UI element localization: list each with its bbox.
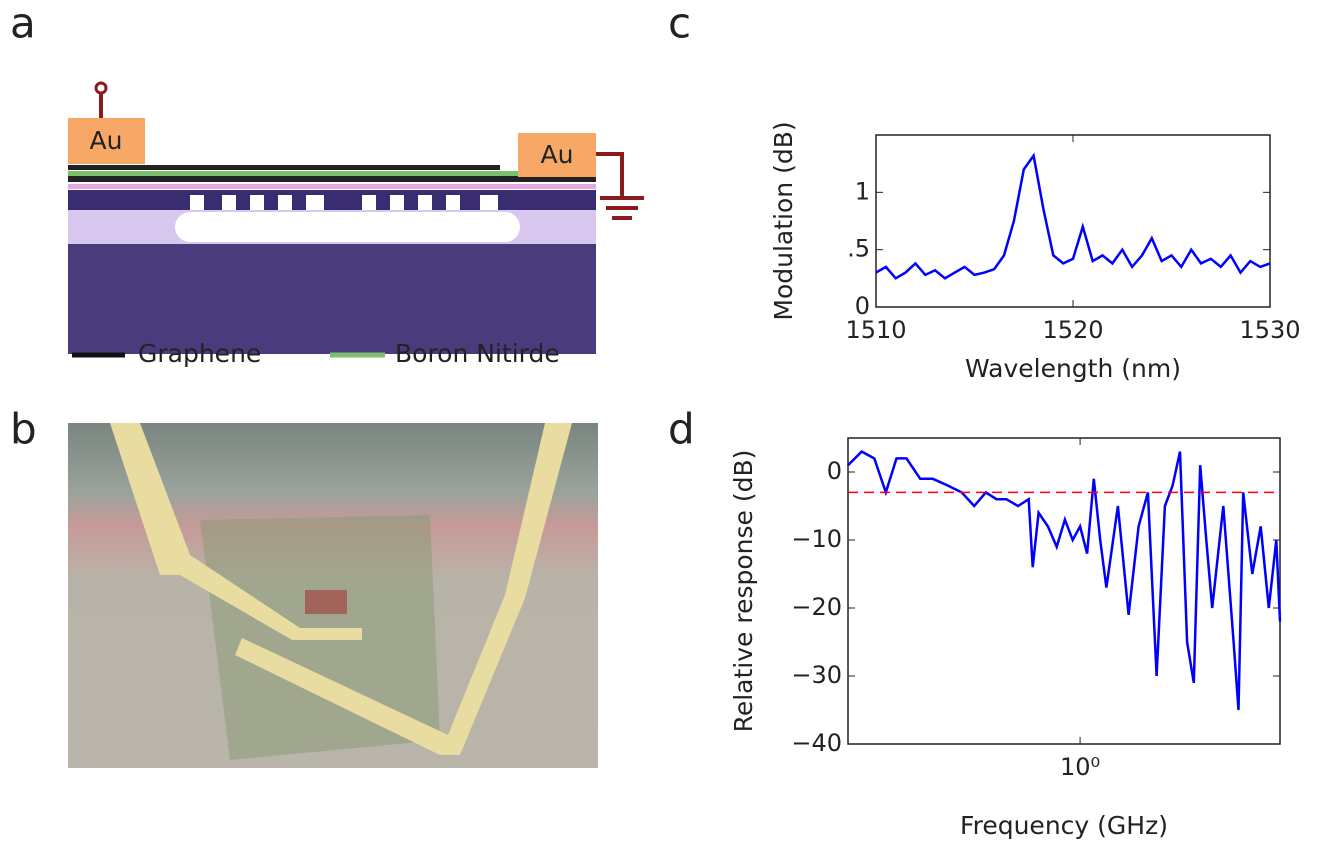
data-line <box>847 450 1282 711</box>
photonic-crystal <box>68 190 596 210</box>
graphene-bottom <box>68 176 596 182</box>
cavity-region <box>305 590 347 614</box>
plot-frame <box>847 437 1281 745</box>
electrode-right <box>235 423 572 755</box>
x-axis-label: Wavelength (nm) <box>965 354 1181 383</box>
y-tick-label: 0 <box>827 457 842 485</box>
x-tick-label: 1530 <box>1239 316 1300 344</box>
electrode-label: Au <box>541 140 574 169</box>
y-tick-label: −20 <box>791 593 842 621</box>
y-axis-label: Relative response (dB) <box>729 450 758 733</box>
ground <box>600 196 644 220</box>
y-tick-label: .5 <box>847 235 870 263</box>
y-tick-label: 0 <box>855 292 870 320</box>
holes <box>190 195 498 210</box>
hbn-bottom <box>68 184 596 189</box>
panel-label: b <box>10 405 37 454</box>
electrode <box>518 133 596 177</box>
terminal <box>94 81 108 95</box>
y-tick-label: −10 <box>791 525 842 553</box>
y-axis-label: Modulation (dB) <box>769 121 798 320</box>
graphene-top <box>68 165 500 170</box>
y-tick-label: −30 <box>791 661 842 689</box>
micrograph <box>68 423 598 768</box>
y-tick-label: −40 <box>791 729 842 757</box>
legend-label: Boron Nitirde <box>395 339 560 368</box>
electrode-label: Au <box>90 126 123 155</box>
panel-label: a <box>10 0 36 48</box>
electrode <box>68 118 145 164</box>
hbn <box>68 171 518 176</box>
plot-frame <box>875 134 1271 308</box>
x-tick-label: 10⁰ <box>1060 753 1100 781</box>
schematic: Au Au Graphene Boron Nitirde <box>68 81 644 368</box>
x-axis-label: Frequency (GHz) <box>960 811 1168 840</box>
electrode-left <box>110 423 362 640</box>
cavity <box>175 212 520 242</box>
x-tick-label: 1520 <box>1042 316 1103 344</box>
y-tick-label: 1 <box>855 177 870 205</box>
legend-label: Graphene <box>138 339 261 368</box>
wire <box>596 152 624 196</box>
panel-label: c <box>668 0 691 48</box>
data-line <box>875 152 1271 280</box>
panel-label: d <box>668 405 695 454</box>
x-tick-label: 1510 <box>845 316 906 344</box>
substrate <box>68 244 596 354</box>
